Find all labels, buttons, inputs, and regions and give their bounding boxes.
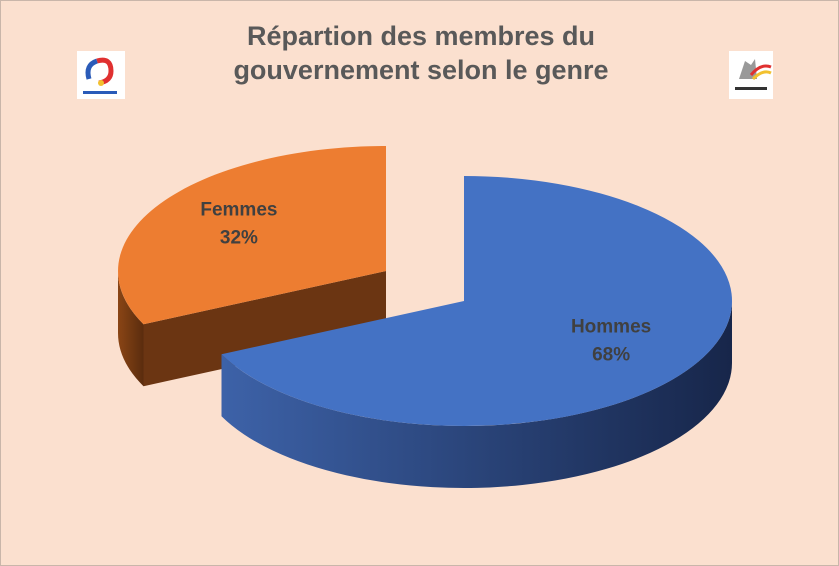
slice	[221, 176, 733, 426]
data-label-value: 32%	[220, 227, 258, 248]
data-label-name: Hommes	[571, 317, 651, 338]
data-label-name: Femmes	[200, 199, 277, 220]
slice	[118, 146, 386, 325]
slice-side	[221, 301, 732, 488]
slice-side	[118, 271, 144, 387]
logo-right	[729, 51, 773, 99]
logo-left	[77, 51, 125, 99]
data-label-value: 68%	[592, 345, 630, 366]
slice-cut-face	[143, 271, 386, 387]
chart-title: Répartion des membres du gouvernement se…	[233, 21, 609, 85]
